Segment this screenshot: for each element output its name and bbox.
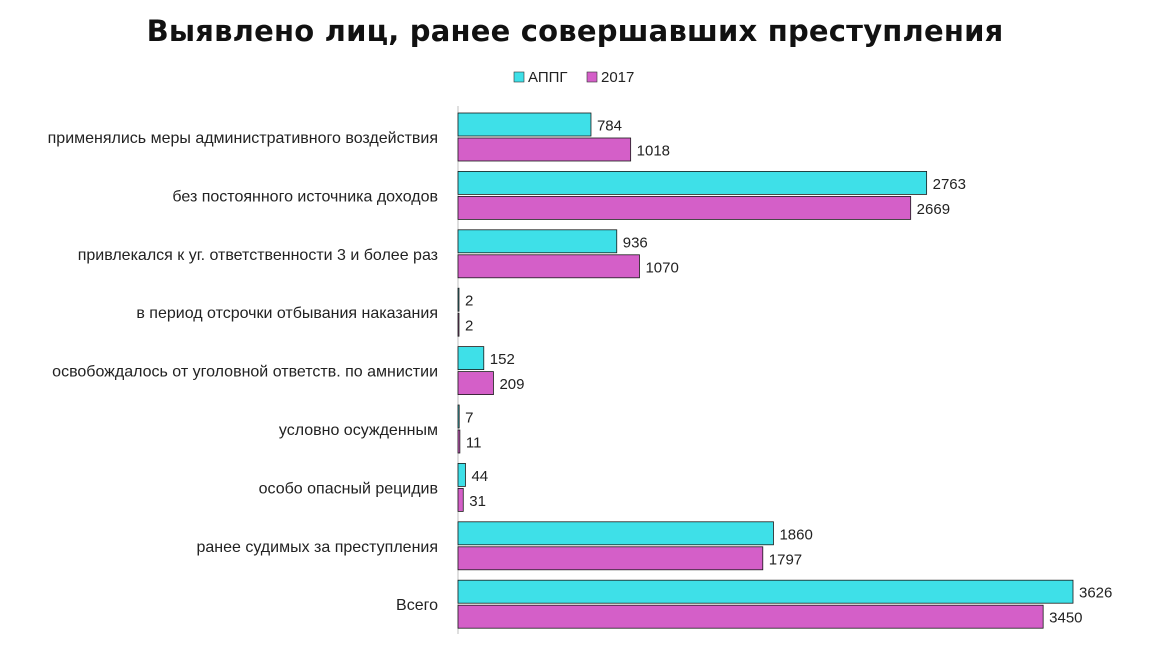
- value-label-2017-6: 31: [469, 493, 486, 510]
- bar-2017-6: [457, 487, 464, 512]
- value-label-аппг-4: 152: [490, 351, 515, 368]
- value-label-2017-3: 2: [465, 318, 473, 335]
- category-label-7: ранее судимых за преступления: [196, 539, 438, 556]
- category-label-4: освобождалось от уголовной ответств. по …: [52, 364, 438, 381]
- bar-аппг-0: [457, 112, 592, 137]
- legend-swatch-1: [586, 71, 598, 83]
- bar-2017-2: [457, 254, 640, 279]
- value-label-аппг-7: 1860: [779, 526, 812, 543]
- value-label-аппг-6: 44: [471, 468, 488, 485]
- bar-аппг-1: [457, 170, 928, 195]
- value-label-2017-2: 1070: [645, 259, 678, 276]
- bar-аппг-6: [457, 462, 466, 487]
- bar-аппг-2: [457, 229, 618, 254]
- bar-аппг-4: [457, 346, 485, 371]
- category-label-8: Всего: [396, 597, 438, 614]
- value-label-2017-1: 2669: [917, 201, 950, 218]
- bar-2017-7: [457, 546, 764, 571]
- bar-2017-4: [457, 371, 494, 396]
- category-label-6: особо опасный рецидив: [259, 480, 438, 497]
- bars: [457, 112, 1074, 629]
- value-label-аппг-8: 3626: [1079, 585, 1112, 602]
- value-label-аппг-0: 784: [597, 118, 622, 135]
- bar-аппг-3: [457, 287, 460, 312]
- legend: АППГ 2017: [513, 69, 634, 86]
- bar-аппг-8: [457, 579, 1074, 604]
- chart-title: Выявлено лиц, ранее совершавших преступл…: [146, 14, 1004, 48]
- legend-label-0: АППГ: [528, 69, 568, 86]
- category-label-1: без постоянного источника доходов: [172, 188, 438, 205]
- value-label-аппг-3: 2: [465, 293, 473, 310]
- value-label-2017-0: 1018: [637, 143, 670, 160]
- value-label-аппг-1: 2763: [933, 176, 966, 193]
- legend-label-1: 2017: [601, 69, 634, 86]
- value-label-аппг-2: 936: [623, 234, 648, 251]
- category-labels: применялись меры административного возде…: [48, 130, 438, 614]
- category-label-5: условно осужденным: [279, 422, 438, 439]
- value-labels: 784 2763 936 2 152 7 44 1860 3626 1018 2669 1070 2 20…: [465, 118, 1112, 627]
- category-label-2: привлекался к уг. ответственности 3 и бо…: [78, 247, 438, 264]
- value-label-2017-5: 11: [466, 435, 482, 452]
- category-label-3: в период отсрочки отбывания наказания: [136, 305, 438, 322]
- value-label-аппг-5: 7: [465, 410, 473, 427]
- bar-2017-0: [457, 137, 632, 162]
- bar-аппг-5: [457, 404, 460, 429]
- bar-аппг-7: [457, 521, 774, 546]
- legend-swatch-0: [513, 71, 525, 83]
- bar-2017-1: [457, 195, 912, 220]
- category-label-0: применялись меры административного возде…: [48, 130, 438, 147]
- value-label-2017-8: 3450: [1049, 610, 1082, 627]
- value-label-2017-7: 1797: [769, 551, 802, 568]
- value-label-2017-4: 209: [499, 376, 524, 393]
- bar-2017-5: [457, 429, 461, 454]
- bar-2017-8: [457, 604, 1044, 629]
- bar-2017-3: [457, 312, 460, 337]
